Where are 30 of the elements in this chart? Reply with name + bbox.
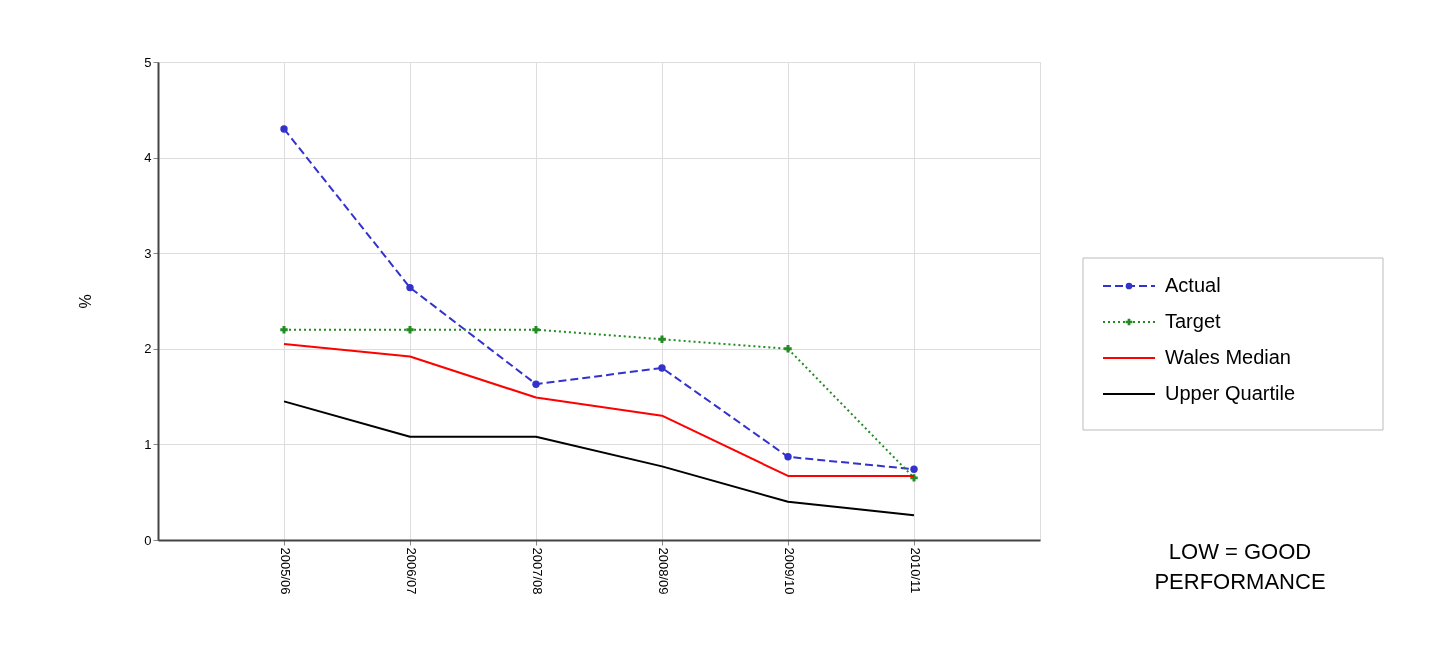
point — [658, 364, 666, 372]
point — [532, 380, 540, 388]
x-tick-label: 2005/06 — [277, 547, 293, 595]
point — [406, 283, 414, 292]
point — [910, 465, 918, 473]
line-series — [283, 400, 915, 517]
point — [406, 325, 414, 334]
point — [532, 325, 540, 334]
x-tick-label: 2009/10 — [781, 547, 797, 595]
legend-label: Upper Quartile — [1165, 382, 1296, 404]
x-tick-label: 2010/11 — [907, 547, 923, 594]
text: LOW = GOOD PERFORMANCE — [1154, 539, 1326, 594]
y-tick-label: 2 — [144, 341, 152, 357]
x-tick-label: 2006/07 — [403, 547, 419, 595]
legend-label: Target — [1165, 310, 1222, 332]
point — [784, 345, 792, 353]
point — [784, 453, 792, 461]
x-tick-label: 2008/09 — [655, 547, 671, 595]
point — [658, 335, 666, 343]
y-axis-title: % — [77, 294, 95, 309]
y-tick-label: 5 — [144, 54, 152, 70]
legend-label: Actual — [1165, 274, 1221, 296]
legend-label: Wales Median — [1165, 346, 1291, 368]
y-tick-label: 0 — [144, 532, 152, 548]
y-tick-label: 3 — [144, 245, 152, 261]
x-tick-label: 2007/08 — [529, 547, 545, 595]
y-tick-label: 1 — [144, 436, 152, 452]
point — [280, 325, 288, 334]
y-tick-label: 4 — [144, 150, 152, 166]
point — [280, 125, 288, 133]
